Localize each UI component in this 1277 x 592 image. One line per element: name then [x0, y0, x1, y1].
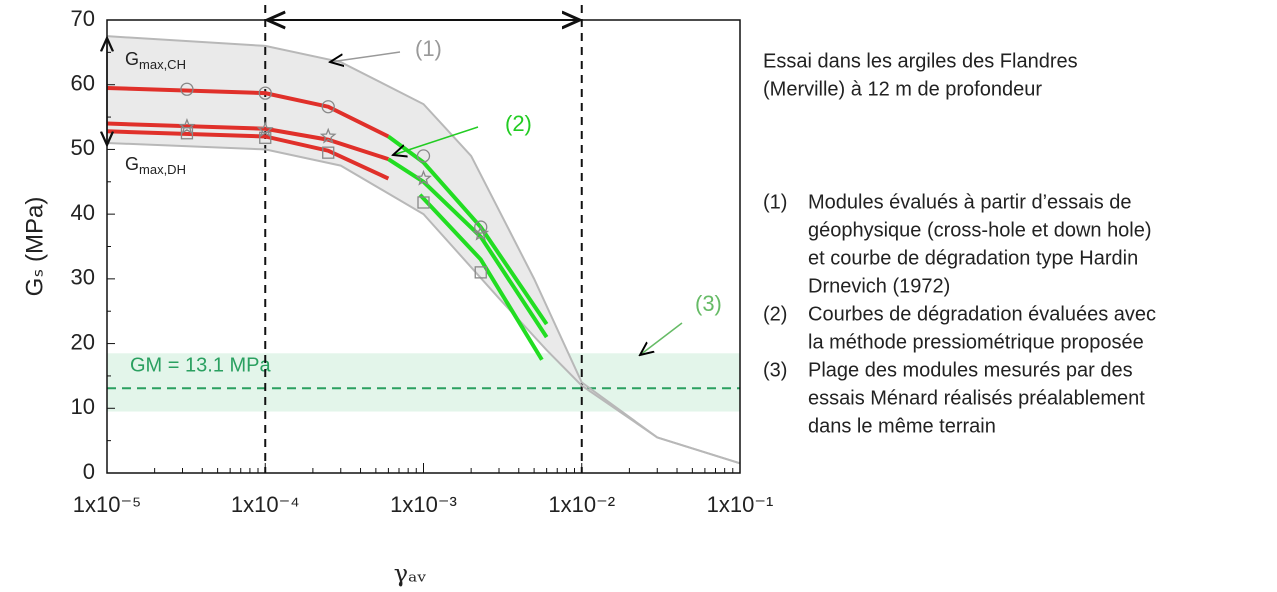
curve: [418, 193, 544, 361]
gm-label: GM = 13.1 MPa: [130, 355, 271, 377]
x-tick-label: 1x10⁻²: [548, 492, 615, 517]
marker-square: [259, 131, 272, 144]
annotation-sub: max,CH: [139, 57, 186, 72]
marker-square: [417, 196, 430, 209]
y-tick-label: 10: [71, 394, 95, 419]
marker-star: [415, 169, 432, 186]
marker-star: [178, 117, 196, 134]
y-tick-label: 30: [71, 265, 95, 290]
marker-circle: [321, 100, 335, 114]
y-tick-label: 0: [83, 459, 95, 484]
annotation: Gmax,DH: [125, 154, 186, 178]
x-tick-label: 1x10⁻⁵: [73, 492, 141, 517]
annotation: Gmax,CH: [125, 49, 186, 73]
note-number: (1): [763, 191, 787, 213]
side-title: (Merville) à 12 m de profondeur: [763, 78, 1042, 100]
annotation-text: (2): [505, 111, 532, 136]
note-line: et courbe de dégradation type Hardin: [808, 247, 1138, 269]
annotation-text: G: [125, 154, 139, 174]
marker-star: [256, 121, 274, 138]
curve: [106, 141, 741, 465]
curve: [387, 157, 549, 339]
annotation-text: (3): [695, 291, 722, 316]
annotation-text: G: [125, 49, 139, 69]
note-line: la méthode pressiométrique proposée: [808, 331, 1144, 353]
annotation-arrow: [393, 126, 479, 155]
marker-circle: [474, 220, 488, 234]
y-tick-label: 40: [71, 200, 95, 225]
marker-circle: [258, 86, 272, 100]
marker-square: [180, 127, 194, 140]
y-axis-label: Gₛ (MPa): [21, 197, 48, 297]
y-tick-label: 50: [71, 135, 95, 160]
note-line: Drnevich (1972): [808, 275, 950, 297]
marker-square: [474, 266, 487, 279]
x-tick-label: 1x10⁻¹: [707, 492, 774, 517]
annotation-sub: max,DH: [139, 162, 186, 177]
note-number: (2): [763, 303, 787, 325]
note-line: Modules évalués à partir d’essais de: [808, 191, 1132, 213]
y-tick-label: 20: [71, 329, 95, 354]
gm-band: [107, 353, 740, 412]
annotation-text: (1): [415, 36, 442, 61]
annotation-arrow: [640, 322, 683, 355]
note-line: géophysique (cross-hole et down hole): [808, 219, 1152, 241]
curve: [106, 85, 390, 139]
x-axis-label: γₐᵥ: [394, 560, 427, 588]
note-line: dans le même terrain: [808, 415, 996, 437]
note-line: essais Ménard réalisés préalablement: [808, 387, 1145, 409]
curve: [106, 121, 390, 162]
note-line: Plage des modules mesurés par des: [808, 359, 1133, 381]
y-tick-label: 70: [71, 6, 95, 31]
annotation-arrow: [330, 51, 401, 62]
marker-circle: [416, 149, 431, 163]
marker-square: [322, 146, 335, 159]
x-tick-label: 1x10⁻⁴: [231, 492, 300, 517]
y-tick-label: 60: [71, 71, 95, 96]
marker-star: [319, 127, 337, 144]
side-title: Essai dans les argiles des Flandres: [763, 50, 1078, 72]
x-tick-label: 1x10⁻³: [390, 492, 457, 517]
note-line: Courbes de dégradation évaluées avec: [808, 303, 1156, 325]
curve: [106, 129, 390, 181]
annotation: (2): [505, 111, 532, 136]
marker-circle: [180, 82, 194, 96]
marker-star: [472, 224, 490, 241]
annotation: (1): [415, 36, 442, 61]
annotation: (3): [695, 291, 722, 316]
note-number: (3): [763, 359, 787, 381]
